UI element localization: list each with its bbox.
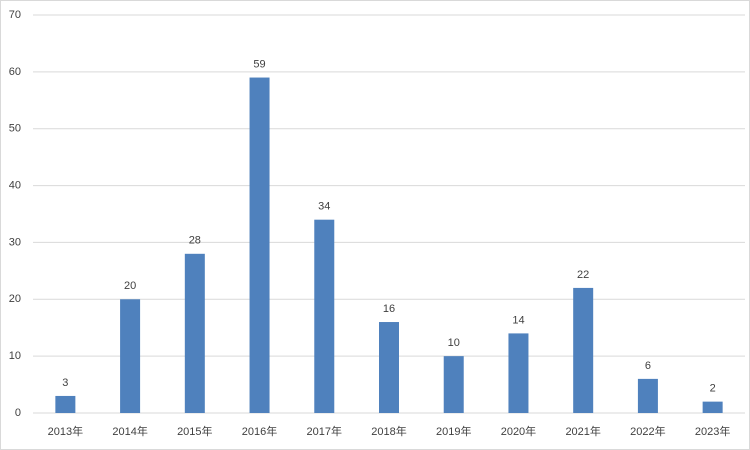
bar: [379, 322, 399, 413]
bar: [55, 395, 76, 413]
y-tick-label: 40: [9, 179, 21, 191]
data-label: 10: [448, 337, 460, 349]
data-label: 2: [710, 383, 716, 395]
bar: [249, 77, 270, 414]
data-label: 3: [62, 377, 68, 389]
data-label: 28: [189, 235, 201, 247]
bar: [637, 378, 658, 413]
x-tick-label: 2017年: [307, 424, 342, 438]
x-tick-label: 2021年: [565, 424, 600, 438]
bar: [314, 219, 335, 413]
bar: [508, 333, 529, 413]
bar: [120, 299, 141, 413]
data-label: 6: [645, 360, 651, 372]
x-tick-label: 2016年: [242, 424, 277, 438]
data-label: 22: [577, 269, 589, 281]
x-tick-label: 2019年: [436, 424, 471, 438]
data-label: 16: [383, 303, 395, 315]
y-tick-label: 20: [9, 293, 21, 305]
y-tick-label: 10: [9, 350, 21, 362]
x-tick-label: 2015年: [177, 424, 212, 438]
data-label: 20: [124, 280, 136, 292]
y-tick-label: 70: [9, 9, 21, 21]
data-label: 34: [318, 201, 330, 213]
x-tick-label: 2020年: [501, 424, 536, 438]
x-tick-label: 2022年: [630, 424, 665, 438]
y-tick-label: 50: [9, 123, 21, 135]
x-tick-label: 2023年: [695, 424, 730, 438]
data-label: 59: [253, 58, 265, 70]
y-tick-label: 30: [9, 236, 21, 248]
x-tick-label: 2018年: [371, 424, 406, 438]
bar: [702, 401, 723, 413]
data-label: 14: [512, 314, 524, 326]
bar: [443, 356, 464, 413]
y-tick-label: 0: [15, 407, 21, 419]
bar: [573, 287, 594, 413]
x-tick-label: 2013年: [48, 424, 83, 438]
bar: [184, 253, 205, 413]
y-tick-label: 60: [9, 66, 21, 78]
x-tick-label: 2014年: [112, 424, 147, 438]
